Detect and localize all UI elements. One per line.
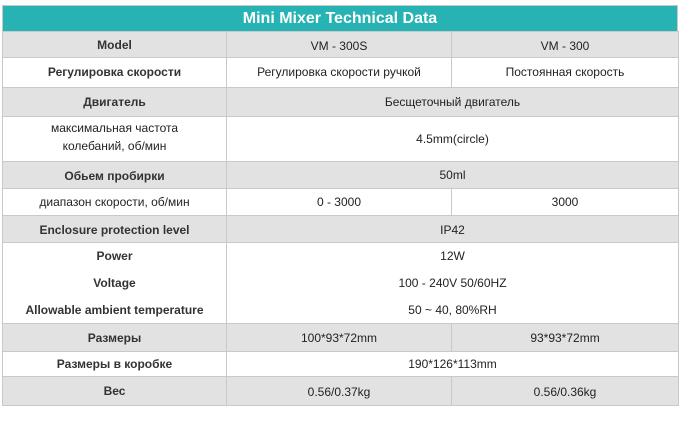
table-row: Регулировка скорости Регулировка скорост… [2,57,679,88]
cell-tube-volume: 50ml [226,161,679,189]
row-label-oscillation-line1: максимальная частота [50,121,179,135]
cell-dimensions-vm300s: 100*93*72mm [226,323,452,352]
table-row: Power 12W [2,242,679,270]
row-label-tube-volume: Обьем пробирки [2,161,227,189]
spec-sheet: Mini Mixer Technical Data Model VM - 300… [2,5,679,406]
row-label-model: Model [2,31,227,58]
cell-weight-vm300s: 0.56/0.37kg [226,376,452,406]
cell-model-vm300: VM - 300 [451,31,679,58]
cell-speed-range-vm300: 3000 [451,188,679,216]
table-row: Двигатель Бесщеточный двигатель [2,87,679,117]
table-row: Размеры 100*93*72mm 93*93*72mm [2,323,679,352]
cell-enclosure: IP42 [226,215,679,243]
spec-table: Model VM - 300S VM - 300 Регулировка ско… [2,31,679,406]
cell-ambient: 50 ~ 40, 80%RH [226,296,679,324]
row-label-ambient: Allowable ambient temperature [2,296,227,324]
cell-power: 12W [226,242,679,270]
table-row: Voltage 100 - 240V 50/60HZ [2,269,679,297]
row-label-dimensions: Размеры [2,323,227,352]
row-label-motor: Двигатель [2,87,227,117]
table-title: Mini Mixer Technical Data [2,5,678,31]
table-row: максимальная частота колебаний, об/мин 4… [2,116,679,162]
row-label-voltage: Voltage [2,269,227,297]
row-label-speed-control: Регулировка скорости [2,57,227,88]
row-label-weight: Вес [2,376,227,406]
table-row: Enclosure protection level IP42 [2,215,679,243]
cell-speed-control-vm300s: Регулировка скорости ручкой [226,57,452,88]
row-label-oscillation: максимальная частота колебаний, об/мин [2,116,227,162]
row-label-speed-range: диапазон скорости, об/мин [2,188,227,216]
cell-model-vm300s: VM - 300S [226,31,452,58]
cell-voltage: 100 - 240V 50/60HZ [226,269,679,297]
cell-speed-range-vm300s: 0 - 3000 [226,188,452,216]
row-label-oscillation-line2: колебаний, об/мин [62,139,167,153]
cell-speed-control-vm300: Постоянная скорость [451,57,679,88]
cell-dimensions-vm300: 93*93*72mm [451,323,679,352]
cell-motor: Бесщеточный двигатель [226,87,679,117]
row-label-box-dimensions: Размеры в коробке [2,351,227,377]
row-label-power: Power [2,242,227,270]
cell-oscillation: 4.5mm(circle) [226,116,679,162]
table-row: диапазон скорости, об/мин 0 - 3000 3000 [2,188,679,216]
cell-weight-vm300: 0.56/0.36kg [451,376,679,406]
table-row: Обьем пробирки 50ml [2,161,679,189]
table-row: Model VM - 300S VM - 300 [2,31,679,58]
row-label-enclosure: Enclosure protection level [2,215,227,243]
table-row: Allowable ambient temperature 50 ~ 40, 8… [2,296,679,324]
table-row: Размеры в коробке 190*126*113mm [2,351,679,377]
table-row: Вес 0.56/0.37kg 0.56/0.36kg [2,376,679,406]
cell-box-dimensions: 190*126*113mm [226,351,679,377]
